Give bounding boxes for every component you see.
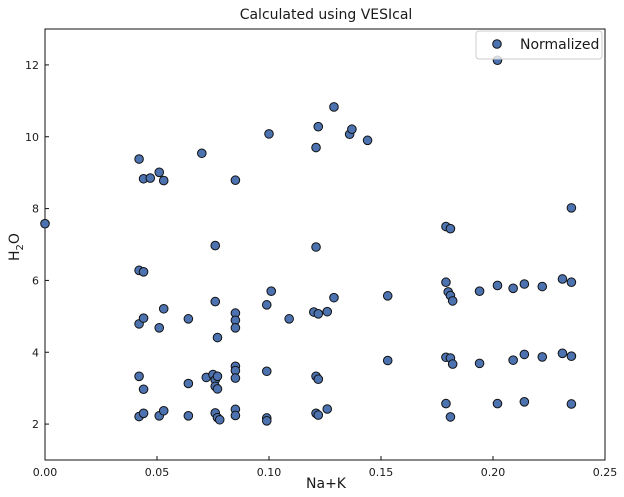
data-point	[566, 399, 577, 409]
data-point	[329, 102, 339, 112]
data-point	[492, 398, 503, 409]
data-point	[266, 286, 277, 296]
data-point	[508, 355, 518, 365]
legend-label: Normalized	[520, 37, 599, 53]
data-point	[261, 300, 272, 310]
x-tick-label: 0.25	[593, 466, 618, 479]
data-point	[322, 306, 333, 317]
data-point	[557, 348, 568, 359]
data-point	[447, 359, 458, 369]
data-point	[508, 283, 518, 294]
data-point	[519, 397, 530, 407]
y-tick-label: 2	[32, 418, 39, 431]
data-point	[158, 175, 169, 186]
legend: Normalized	[475, 30, 603, 60]
data-point	[311, 242, 321, 252]
x-tick-label: 0.15	[369, 466, 394, 479]
data-point	[154, 323, 165, 333]
y-axis-ticks: 2 4 6 8 10 12	[25, 59, 49, 431]
data-point	[261, 416, 272, 426]
y-tick-label: 10	[25, 131, 39, 144]
data-point	[40, 218, 50, 229]
y-axis-label-subscript: 2	[15, 244, 26, 250]
data-point	[347, 124, 357, 135]
data-point	[322, 404, 333, 414]
data-point	[261, 366, 272, 377]
data-point	[230, 373, 241, 383]
legend-marker	[492, 39, 502, 49]
data-point	[212, 384, 223, 394]
data-point	[382, 355, 393, 366]
data-point	[519, 279, 530, 289]
data-point	[537, 352, 548, 362]
y-tick-label: 12	[25, 59, 39, 72]
data-point	[474, 358, 485, 369]
data-point	[519, 349, 530, 360]
x-tick-label: 0.00	[33, 466, 58, 479]
data-point	[284, 314, 294, 324]
data-point	[362, 135, 373, 146]
data-point	[313, 410, 324, 420]
data-point	[134, 154, 144, 164]
data-point	[537, 281, 548, 292]
data-point	[134, 371, 144, 382]
data-point	[311, 142, 321, 153]
x-axis-ticks: 0.00 0.05 0.10 0.15 0.20 0.25	[33, 456, 618, 479]
data-point	[441, 398, 451, 409]
data-point	[138, 313, 149, 323]
x-tick-label: 0.10	[257, 466, 282, 479]
data-point	[158, 303, 169, 314]
data-point	[566, 351, 577, 362]
y-axis-label-tail: O	[7, 233, 23, 244]
chart-title: Calculated using VESIcal	[240, 7, 413, 23]
data-point	[154, 167, 165, 178]
data-point	[329, 292, 339, 303]
data-point	[230, 175, 241, 186]
data-point	[158, 405, 169, 416]
data-point	[210, 240, 221, 251]
x-axis-label: Na+K	[306, 476, 347, 492]
data-point	[210, 296, 221, 307]
data-point	[145, 173, 156, 183]
x-tick-label: 0.05	[145, 466, 170, 479]
data-point	[566, 203, 577, 213]
data-point	[230, 323, 241, 333]
y-axis-label-main: H	[7, 250, 23, 261]
data-point	[313, 121, 324, 132]
data-point	[138, 408, 149, 419]
data-point	[138, 267, 149, 277]
legend-frame	[475, 30, 603, 60]
data-point	[382, 291, 393, 301]
data-point	[474, 286, 485, 296]
data-point	[557, 274, 568, 284]
data-point	[212, 371, 223, 382]
data-point	[264, 129, 274, 139]
data-point	[313, 374, 324, 384]
y-tick-label: 4	[32, 346, 39, 359]
data-point	[447, 296, 458, 306]
data-point	[230, 410, 241, 421]
data-point	[445, 412, 456, 422]
x-tick-label: 0.20	[481, 466, 506, 479]
y-tick-label: 6	[32, 274, 39, 287]
data-point	[445, 223, 456, 234]
data-point	[138, 384, 149, 395]
data-point	[492, 280, 503, 291]
data-point	[313, 309, 324, 319]
data-point	[212, 332, 223, 343]
data-point	[183, 378, 194, 389]
data-point	[183, 411, 194, 421]
data-point	[183, 314, 194, 324]
y-tick-label: 8	[32, 203, 39, 216]
data-point	[441, 277, 451, 288]
plot-area	[44, 28, 606, 461]
data-point	[214, 414, 225, 425]
y-axis-label: H2O	[7, 233, 26, 261]
data-point	[566, 277, 577, 288]
data-points	[40, 55, 577, 426]
data-point	[197, 148, 207, 159]
